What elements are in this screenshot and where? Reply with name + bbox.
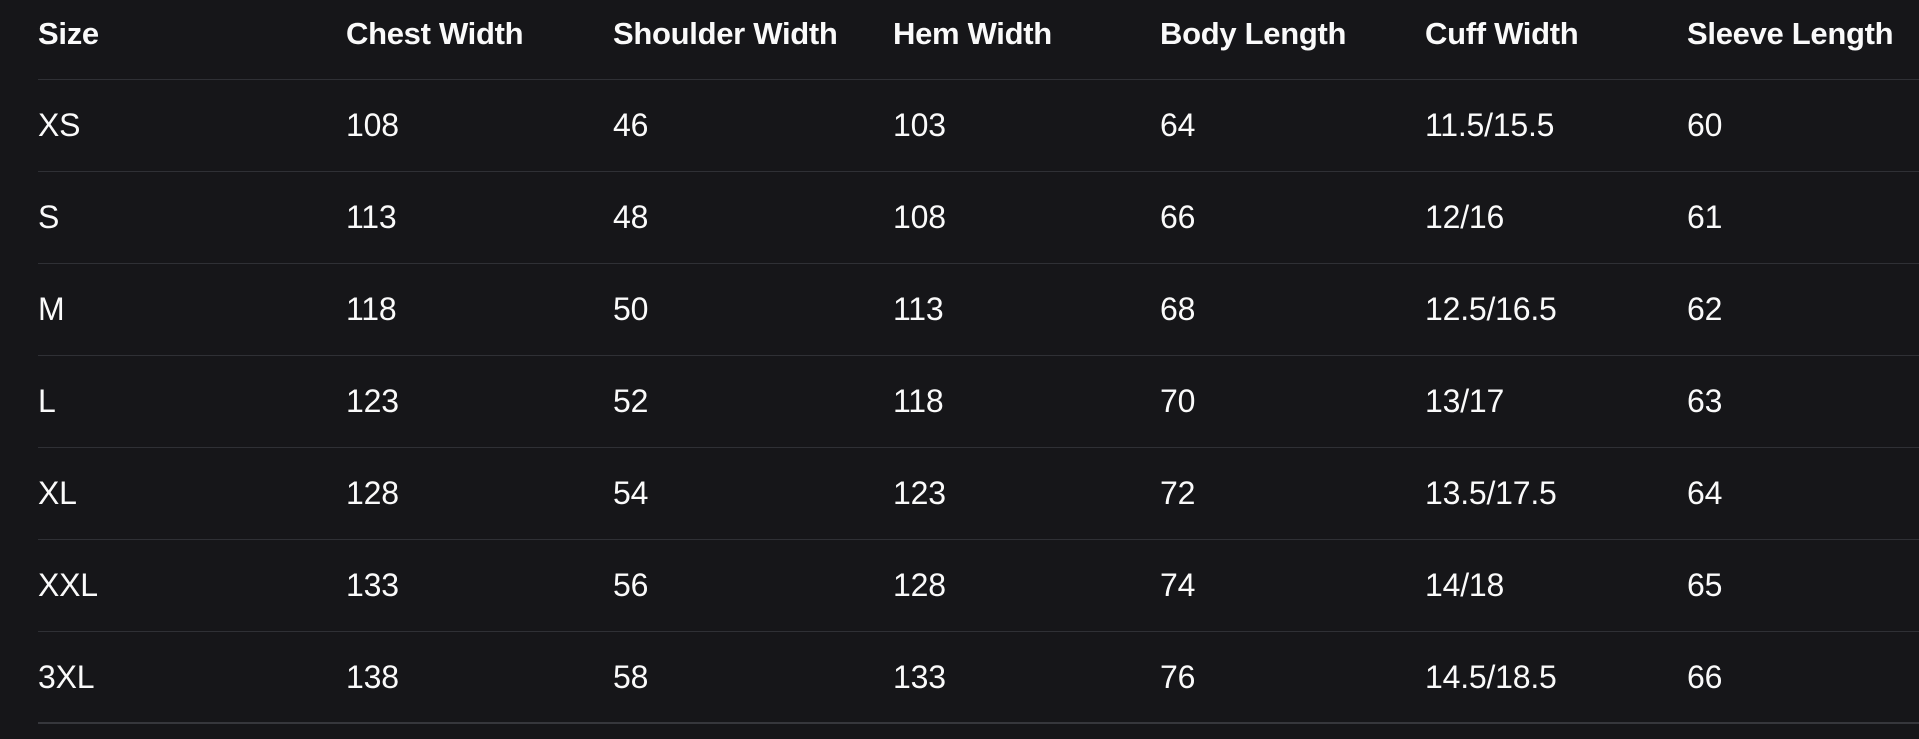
size-label-cell: XS bbox=[38, 107, 81, 143]
measurement-cell: 113 bbox=[346, 199, 397, 235]
measurement-cell: 13/17 bbox=[1425, 383, 1505, 419]
table-row-s: S 113 48 108 66 12/16 61 bbox=[38, 172, 1919, 264]
column-header-shoulder-width: Shoulder Width bbox=[613, 15, 838, 51]
measurement-cell: 46 bbox=[613, 107, 649, 143]
table-row-xl: XL 128 54 123 72 13.5/17.5 64 bbox=[38, 448, 1919, 540]
table-row-xs: XS 108 46 103 64 11.5/15.5 60 bbox=[38, 80, 1919, 172]
measurement-cell: 68 bbox=[1160, 291, 1196, 327]
measurement-cell: 66 bbox=[1687, 658, 1723, 695]
measurement-cell: 61 bbox=[1687, 199, 1723, 235]
measurement-cell: 76 bbox=[1160, 658, 1196, 695]
measurement-cell: 108 bbox=[346, 107, 399, 143]
measurement-cell: 58 bbox=[613, 658, 649, 695]
measurement-cell: 108 bbox=[893, 199, 946, 235]
measurement-cell: 133 bbox=[346, 567, 399, 603]
measurement-cell: 65 bbox=[1687, 567, 1723, 603]
measurement-cell: 128 bbox=[346, 475, 399, 511]
measurement-cell: 66 bbox=[1160, 199, 1196, 235]
measurement-cell: 11.5/15.5 bbox=[1425, 107, 1555, 143]
measurement-cell: 64 bbox=[1687, 475, 1723, 511]
measurement-cell: 50 bbox=[613, 291, 649, 327]
measurement-cell: 63 bbox=[1687, 383, 1723, 419]
measurement-cell: 74 bbox=[1160, 567, 1196, 603]
column-header-hem-width: Hem Width bbox=[893, 15, 1052, 51]
measurement-cell: 123 bbox=[893, 475, 946, 511]
measurement-cell: 128 bbox=[893, 567, 946, 603]
measurement-cell: 54 bbox=[613, 475, 649, 511]
measurement-cell: 52 bbox=[613, 383, 649, 419]
size-label-cell: L bbox=[38, 383, 56, 419]
size-chart-table: Size Chest Width Shoulder Width Hem Widt… bbox=[38, 0, 1919, 724]
measurement-cell: 138 bbox=[346, 658, 399, 695]
measurement-cell: 64 bbox=[1160, 107, 1196, 143]
measurement-cell: 14.5/18.5 bbox=[1425, 658, 1557, 695]
column-header-body-length: Body Length bbox=[1160, 15, 1347, 51]
table-row-m: M 118 50 113 68 12.5/16.5 62 bbox=[38, 264, 1919, 356]
measurement-cell: 123 bbox=[346, 383, 399, 419]
measurement-cell: 103 bbox=[893, 107, 946, 143]
table-row-l: L 123 52 118 70 13/17 63 bbox=[38, 356, 1919, 448]
size-label-cell: XL bbox=[38, 475, 77, 511]
measurement-cell: 118 bbox=[346, 291, 397, 327]
measurement-cell: 62 bbox=[1687, 291, 1723, 327]
measurement-cell: 113 bbox=[893, 291, 944, 327]
measurement-cell: 14/18 bbox=[1425, 567, 1505, 603]
column-header-cuff-width: Cuff Width bbox=[1425, 15, 1579, 51]
measurement-cell: 60 bbox=[1687, 107, 1723, 143]
size-label-cell: S bbox=[38, 199, 60, 235]
measurement-cell: 12.5/16.5 bbox=[1425, 291, 1557, 327]
measurement-cell: 72 bbox=[1160, 475, 1196, 511]
measurement-cell: 70 bbox=[1160, 383, 1196, 419]
measurement-cell: 118 bbox=[893, 383, 944, 419]
size-label-cell: M bbox=[38, 291, 65, 327]
measurement-cell: 48 bbox=[613, 199, 649, 235]
column-header-size: Size bbox=[38, 15, 99, 51]
table-row-xxl: XXL 133 56 128 74 14/18 65 bbox=[38, 540, 1919, 632]
measurement-cell: 56 bbox=[613, 567, 649, 603]
size-label-cell: 3XL bbox=[38, 658, 95, 695]
column-header-chest-width: Chest Width bbox=[346, 15, 524, 51]
column-header-sleeve-length: Sleeve Length bbox=[1687, 15, 1894, 51]
measurement-cell: 133 bbox=[893, 658, 946, 695]
table-row-3xl: 3XL 138 58 133 76 14.5/18.5 66 bbox=[38, 632, 1919, 724]
measurement-cell: 12/16 bbox=[1425, 199, 1505, 235]
size-label-cell: XXL bbox=[38, 567, 98, 603]
size-chart-header-row: Size Chest Width Shoulder Width Hem Widt… bbox=[38, 0, 1919, 80]
measurement-cell: 13.5/17.5 bbox=[1425, 475, 1557, 511]
